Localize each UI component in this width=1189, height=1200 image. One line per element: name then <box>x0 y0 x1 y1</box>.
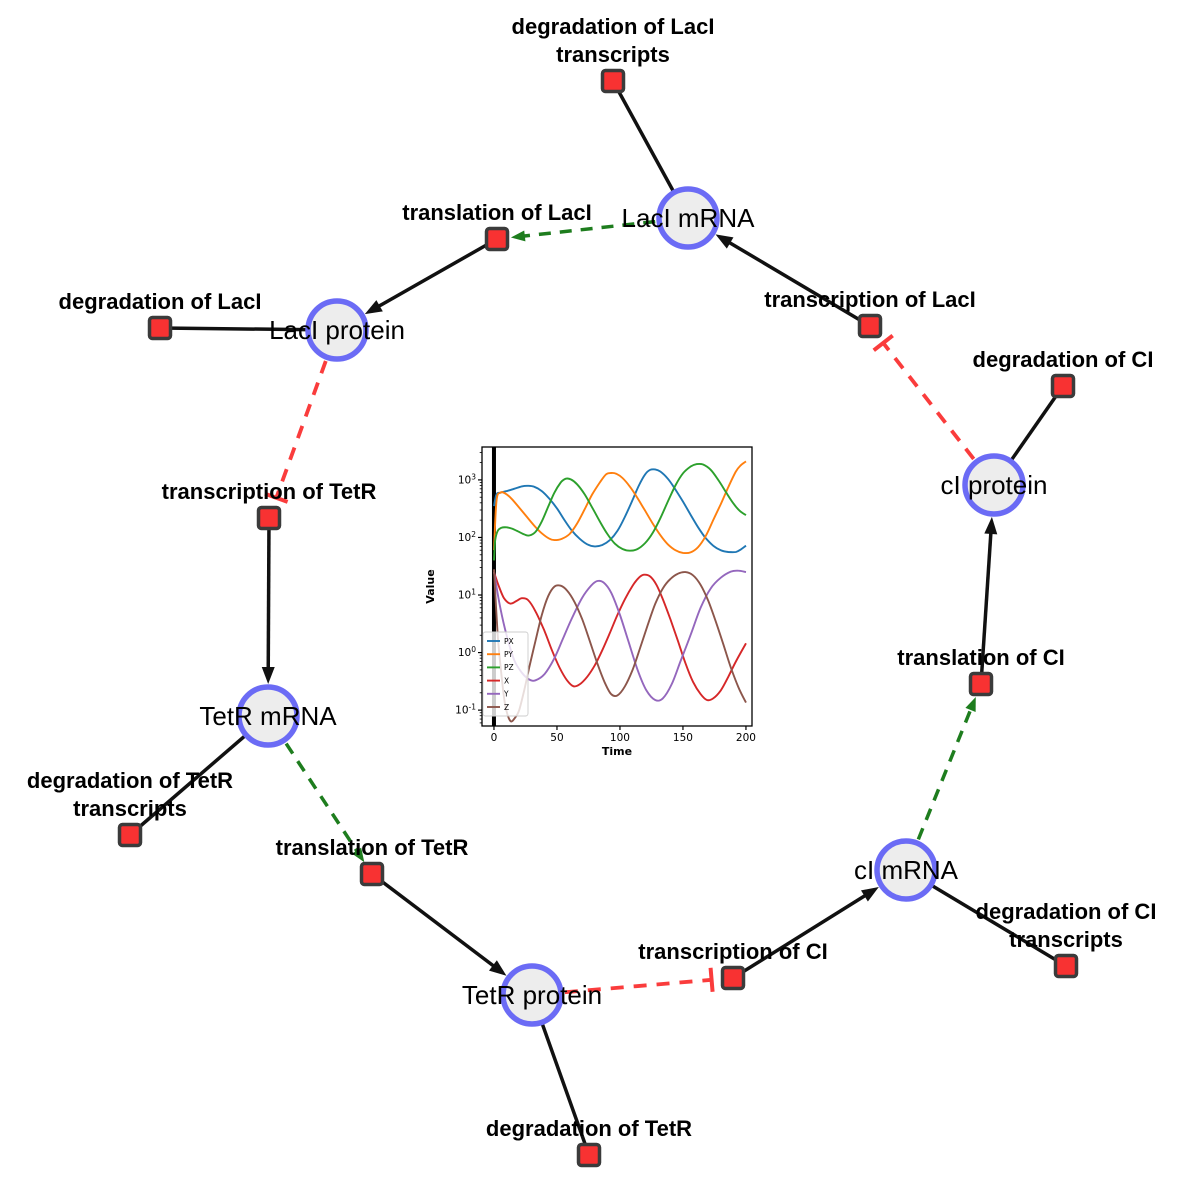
reaction-label-deg_tetR_tx: degradation of TetR <box>27 768 233 793</box>
legend-label-Y: Y <box>503 690 509 699</box>
reaction-label-deg_tetR_tx: transcripts <box>73 796 187 821</box>
reaction-label-transl_tetR: translation of TetR <box>276 835 469 860</box>
legend-box <box>482 631 529 717</box>
species-node-lacI_protein[interactable] <box>305 298 369 362</box>
reaction-node-deg_lacI[interactable] <box>147 315 173 341</box>
labels: LacI mRNA LacI protein TetR mRNA TetR prote… <box>27 14 1157 1141</box>
species-label-cI_protein: cI protein <box>941 470 1048 500</box>
reaction-label-txn_tetR: transcription of TetR <box>162 479 377 504</box>
edge-transl_lacI-lacI_protein[interactable] <box>364 237 498 315</box>
reaction-label-deg_lacI_tx: degradation of LacI <box>512 14 715 39</box>
legend-label-X: X <box>504 676 509 685</box>
x-tick-label: 50 <box>550 732 563 744</box>
reaction-node-transl_cI[interactable] <box>968 671 994 697</box>
species-label-lacI_protein: LacI protein <box>269 315 405 345</box>
y-axis-label: Value <box>424 569 437 603</box>
x-tick-label: 100 <box>610 732 630 744</box>
reaction-node-deg_cI_tx[interactable] <box>1053 953 1079 979</box>
series-line-Y <box>493 569 747 702</box>
reaction-label-transl_cI: translation of CI <box>897 645 1064 670</box>
reaction-label-deg_cI: degradation of CI <box>973 347 1154 372</box>
nodes <box>117 68 1079 1168</box>
reaction-label-txn_cI: transcription of CI <box>638 939 827 964</box>
reaction-label-deg_cI_tx: degradation of CI <box>976 899 1157 924</box>
edge-transl_tetR-tetR_protein[interactable] <box>370 872 507 976</box>
reaction-node-deg_lacI_tx[interactable] <box>600 68 626 94</box>
y-tick-label: 103 <box>458 472 476 486</box>
species-node-tetR_protein[interactable] <box>500 963 564 1027</box>
edge-txn_cI-cI_mRNA[interactable] <box>732 886 879 980</box>
y-tick-label: 100 <box>458 645 476 659</box>
reaction-node-transl_tetR[interactable] <box>359 861 385 887</box>
reaction-node-txn_tetR[interactable] <box>256 505 282 531</box>
x-tick-label: 0 <box>491 732 498 744</box>
reaction-label-txn_lacI: transcription of LacI <box>764 287 975 312</box>
reaction-node-txn_lacI[interactable] <box>857 313 883 339</box>
species-label-lacI_mRNA: LacI mRNA <box>622 203 756 233</box>
series-line-PY <box>493 460 747 555</box>
edges <box>128 80 1067 1156</box>
edge-cI_protein-txn_lacI[interactable] <box>872 333 976 461</box>
simulation-plot: 0 50 100 150 20010-1100101102103TimeValuePXP… <box>424 446 756 758</box>
edge-txn_lacI-lacI_mRNA[interactable] <box>715 234 871 328</box>
species-label-cI_mRNA: cI mRNA <box>854 855 959 885</box>
species-node-lacI_mRNA[interactable] <box>656 186 720 250</box>
edge-cI_mRNA-transl_cI[interactable] <box>916 696 976 841</box>
reaction-node-deg_tetR[interactable] <box>576 1142 602 1168</box>
axes-spines <box>481 446 753 727</box>
reaction-label-deg_lacI: degradation of LacI <box>59 289 262 314</box>
edge-lacI_protein-txn_tetR[interactable] <box>264 360 328 504</box>
series-line-X <box>493 571 747 702</box>
y-tick-label: 102 <box>458 530 476 544</box>
legend: PX PY PZ XYZ <box>482 631 529 717</box>
reaction-node-transl_lacI[interactable] <box>484 226 510 252</box>
species-label-tetR_protein: TetR protein <box>462 980 602 1010</box>
reaction-node-txn_cI[interactable] <box>720 965 746 991</box>
species-label-tetR_mRNA: TetR mRNA <box>199 701 337 731</box>
edge-transl_cI-cI_protein[interactable] <box>979 516 998 685</box>
reaction-label-deg_cI_tx: transcripts <box>1009 927 1123 952</box>
species-node-cI_protein[interactable] <box>962 453 1026 517</box>
species-node-cI_mRNA[interactable] <box>874 838 938 902</box>
legend-label-PY: PY <box>504 650 513 659</box>
y-tick-label: 10-1 <box>455 703 476 717</box>
legend-label-PX: PX <box>504 637 514 646</box>
x-tick-label: 200 <box>736 732 756 744</box>
edge-tetR_mRNA-transl_tetR[interactable] <box>284 742 365 863</box>
legend-label-Z: Z <box>504 703 509 712</box>
edge-tetR_protein-txn_cI[interactable] <box>564 967 715 995</box>
reaction-label-deg_tetR: degradation of TetR <box>486 1116 692 1141</box>
x-tick-label: 150 <box>673 732 693 744</box>
legend-label-PZ: PZ <box>504 663 514 672</box>
reaction-label-deg_lacI_tx: transcripts <box>556 42 670 67</box>
edge-txn_tetR-tetR_mRNA[interactable] <box>261 517 275 685</box>
edge-lacI_mRNA-transl_lacI[interactable] <box>510 219 656 242</box>
species-node-tetR_mRNA[interactable] <box>236 684 300 748</box>
reaction-node-deg_tetR_tx[interactable] <box>117 822 143 848</box>
x-axis-label: Time <box>602 745 632 758</box>
series-line-PZ <box>493 462 747 561</box>
y-tick-label: 101 <box>458 588 476 602</box>
reaction-label-transl_lacI: translation of LacI <box>402 200 591 225</box>
reaction-node-deg_cI[interactable] <box>1050 373 1076 399</box>
